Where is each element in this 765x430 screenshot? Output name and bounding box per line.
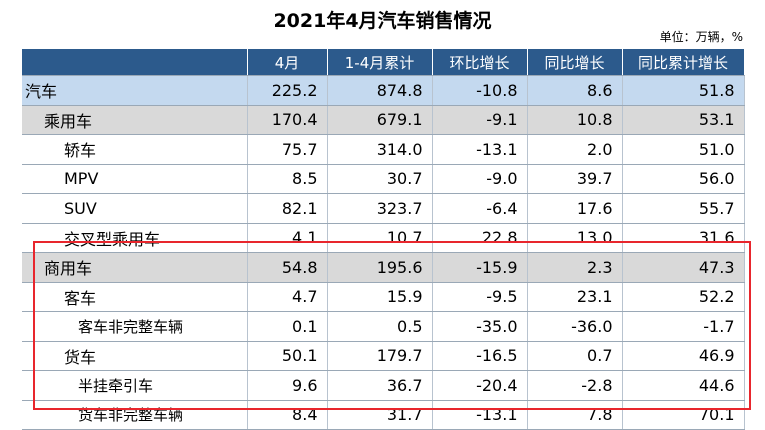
value-cell: 4.1 bbox=[247, 223, 328, 253]
value-cell: 13.0 bbox=[527, 223, 623, 253]
header-cell-month: 4月 bbox=[247, 49, 328, 76]
table-header-row: 4月 1-4月累计 环比增长 同比增长 同比累计增长 bbox=[22, 49, 745, 76]
value-cell: -15.9 bbox=[432, 252, 528, 283]
row-label: 商用车 bbox=[22, 252, 248, 283]
page-title: 2021年4月汽车销售情况 bbox=[273, 10, 492, 32]
value-cell: 2.3 bbox=[527, 252, 623, 283]
value-cell: 23.1 bbox=[527, 282, 623, 312]
value-cell: -2.8 bbox=[527, 370, 623, 401]
value-cell: 56.0 bbox=[622, 164, 745, 194]
table-row: MPV 8.5 30.7 -9.0 39.7 56.0 bbox=[22, 164, 745, 194]
value-cell: -6.4 bbox=[432, 193, 528, 224]
value-cell: 51.0 bbox=[622, 134, 745, 165]
table-row: SUV 82.1 323.7 -6.4 17.6 55.7 bbox=[22, 193, 745, 224]
row-label: SUV bbox=[22, 193, 248, 224]
value-cell: -10.8 bbox=[432, 75, 528, 106]
table-row: 货车 50.1 179.7 -16.5 0.7 46.9 bbox=[22, 341, 745, 371]
row-label: 货车 bbox=[22, 341, 248, 371]
row-label: 乘用车 bbox=[22, 105, 248, 135]
value-cell: -9.1 bbox=[432, 105, 528, 135]
header-cell-yoy-cumulative-growth: 同比累计增长 bbox=[622, 49, 745, 76]
sales-table: 4月 1-4月累计 环比增长 同比增长 同比累计增长 汽车 225.2 874.8-… bbox=[22, 49, 745, 430]
header-cell-yoy-growth: 同比增长 bbox=[527, 49, 623, 76]
table-row: 汽车 225.2 874.8 -10.8 8.6 51.8 bbox=[22, 75, 745, 106]
header-cell-cumulative: 1-4月累计 bbox=[327, 49, 433, 76]
row-label: 轿车 bbox=[22, 134, 248, 165]
value-cell: 54.8 bbox=[247, 252, 328, 283]
value-cell: 8.5 bbox=[247, 164, 328, 194]
value-cell: 31.6 bbox=[622, 223, 745, 253]
value-cell: 0.7 bbox=[527, 341, 623, 371]
value-cell: -13.1 bbox=[432, 134, 528, 165]
row-label: MPV bbox=[22, 164, 248, 194]
value-cell: 36.7 bbox=[327, 370, 433, 401]
row-label: 客车非完整车辆 bbox=[22, 311, 248, 342]
value-cell: 4.7 bbox=[247, 282, 328, 312]
value-cell: 31.7 bbox=[327, 400, 433, 430]
value-cell: -36.0 bbox=[527, 311, 623, 342]
value-cell: 2.0 bbox=[527, 134, 623, 165]
value-cell: 82.1 bbox=[247, 193, 328, 224]
row-label: 交叉型乘用车 bbox=[22, 223, 248, 253]
value-cell: 50.1 bbox=[247, 341, 328, 371]
value-cell: -9.5 bbox=[432, 282, 528, 312]
value-cell: 179.7 bbox=[327, 341, 433, 371]
value-cell: 51.8 bbox=[622, 75, 745, 106]
value-cell: 22.8 bbox=[432, 223, 528, 253]
table-row: 客车 4.7 15.9 -9.5 23.1 52.2 bbox=[22, 282, 745, 312]
value-cell: 52.2 bbox=[622, 282, 745, 312]
value-cell: -16.5 bbox=[432, 341, 528, 371]
header-cell-category bbox=[22, 49, 248, 76]
value-cell: 7.8 bbox=[527, 400, 623, 430]
table-row: 乘用车 170.4 679.1 -9.1 10.8 53.1 bbox=[22, 105, 745, 135]
row-label: 汽车 bbox=[22, 75, 248, 106]
value-cell: 679.1 bbox=[327, 105, 433, 135]
value-cell: 874.8 bbox=[327, 75, 433, 106]
header-cell-mom-growth: 环比增长 bbox=[432, 49, 528, 76]
value-cell: 75.7 bbox=[247, 134, 328, 165]
table-row: 半挂牵引车 9.6 36.7 -20.4 -2.8 44.6 bbox=[22, 370, 745, 401]
value-cell: -35.0 bbox=[432, 311, 528, 342]
value-cell: 17.6 bbox=[527, 193, 623, 224]
row-label: 货车非完整车辆 bbox=[22, 400, 248, 430]
value-cell: 53.1 bbox=[622, 105, 745, 135]
value-cell: 30.7 bbox=[327, 164, 433, 194]
table-row: 轿车 75.7 314.0 -13.1 2.0 51.0 bbox=[22, 134, 745, 165]
value-cell: 323.7 bbox=[327, 193, 433, 224]
value-cell: 10.7 bbox=[327, 223, 433, 253]
value-cell: 55.7 bbox=[622, 193, 745, 224]
value-cell: 15.9 bbox=[327, 282, 433, 312]
table-row: 货车非完整车辆 8.4 31.7 -13.1 7.8 70.1 bbox=[22, 400, 745, 430]
value-cell: 39.7 bbox=[527, 164, 623, 194]
table-row: 商用车 54.8 195.6 -15.9 2.3 47.3 bbox=[22, 252, 745, 283]
value-cell: -13.1 bbox=[432, 400, 528, 430]
row-label: 客车 bbox=[22, 282, 248, 312]
table-body: 汽车 225.2 874.8 -10.8 8.6 51.8 乘用车 170.4 679.1 -9.… bbox=[22, 75, 745, 430]
value-cell: 8.4 bbox=[247, 400, 328, 430]
value-cell: -20.4 bbox=[432, 370, 528, 401]
value-cell: 0.5 bbox=[327, 311, 433, 342]
value-cell: 44.6 bbox=[622, 370, 745, 401]
table-row: 客车非完整车辆 0.1 0.5 -35.0 -36.0 -1.7 bbox=[22, 311, 745, 342]
value-cell: -1.7 bbox=[622, 311, 745, 342]
value-cell: 47.3 bbox=[622, 252, 745, 283]
value-cell: 10.8 bbox=[527, 105, 623, 135]
row-label: 半挂牵引车 bbox=[22, 370, 248, 401]
value-cell: 225.2 bbox=[247, 75, 328, 106]
value-cell: -9.0 bbox=[432, 164, 528, 194]
value-cell: 314.0 bbox=[327, 134, 433, 165]
value-cell: 70.1 bbox=[622, 400, 745, 430]
unit-note: 单位：万辆，% bbox=[659, 30, 743, 44]
value-cell: 170.4 bbox=[247, 105, 328, 135]
value-cell: 0.1 bbox=[247, 311, 328, 342]
value-cell: 9.6 bbox=[247, 370, 328, 401]
value-cell: 46.9 bbox=[622, 341, 745, 371]
table-row: 交叉型乘用车 4.1 10.7 22.8 13.0 31.6 bbox=[22, 223, 745, 253]
value-cell: 8.6 bbox=[527, 75, 623, 106]
value-cell: 195.6 bbox=[327, 252, 433, 283]
